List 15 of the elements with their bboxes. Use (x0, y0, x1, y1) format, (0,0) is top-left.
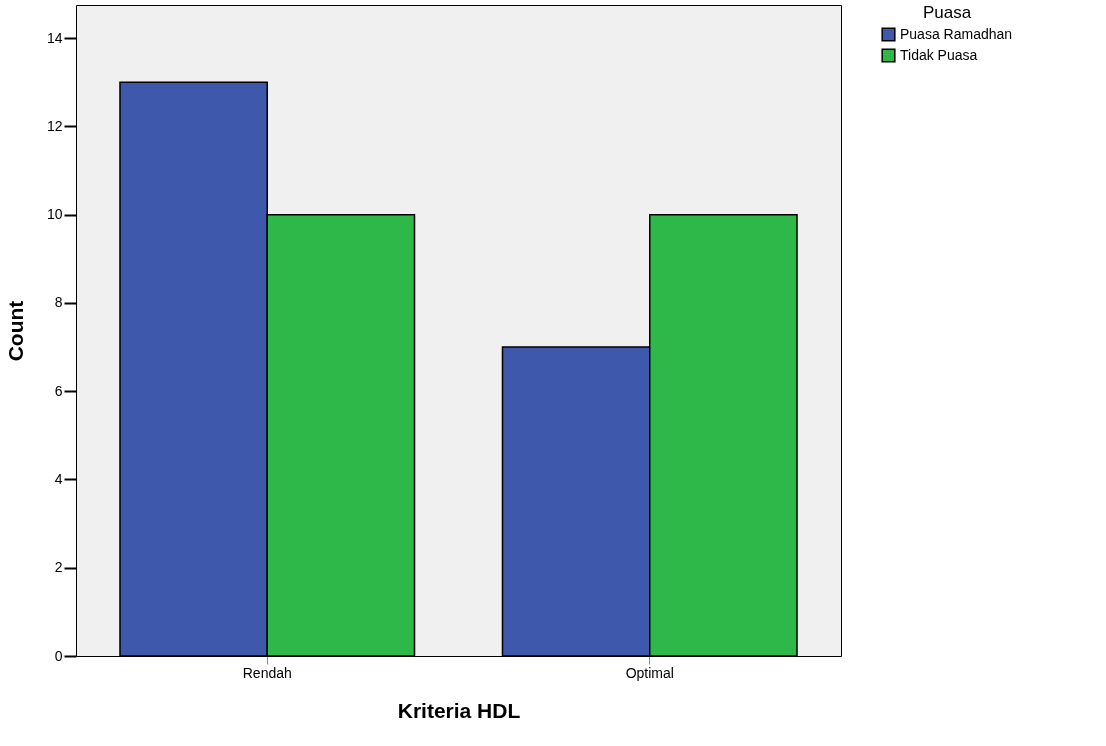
y-tick-label: 4 (54, 470, 63, 487)
legend-label: Tidak Puasa (900, 46, 978, 63)
y-tick-label: 12 (46, 117, 63, 134)
x-tick-label: Rendah (242, 664, 292, 681)
x-axis-title: Kriteria HDL (397, 698, 521, 722)
legend-label: Puasa Ramadhan (900, 25, 1013, 42)
y-axis-title: Count (3, 300, 27, 362)
y-tick-label: 10 (46, 206, 63, 223)
legend-title: Puasa (922, 3, 972, 22)
y-tick-label: 8 (54, 294, 63, 311)
y-tick-label: 0 (54, 647, 63, 664)
y-tick-label: 14 (46, 29, 63, 46)
y-tick-label: 2 (54, 559, 63, 576)
y-tick-label: 6 (54, 382, 63, 399)
x-tick-label: Optimal (625, 664, 674, 681)
